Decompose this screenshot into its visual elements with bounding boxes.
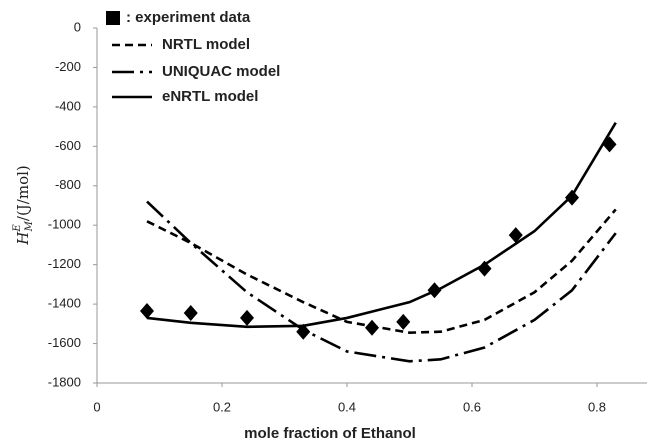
y-tick-label: -1800 [48, 374, 81, 389]
model-line [146, 121, 617, 329]
data-point [183, 304, 198, 321]
data-point [477, 260, 492, 277]
data-point [140, 303, 154, 320]
data-point [396, 313, 411, 330]
model-line [146, 208, 617, 335]
data-point [508, 227, 523, 244]
y-tick-label: -1400 [48, 296, 81, 311]
legend-label: NRTL model [162, 36, 250, 53]
x-axis-title: mole fraction of Ethanol [244, 425, 416, 442]
legend-label: : experiment data [126, 9, 251, 26]
x-tick-label: 0.4 [338, 399, 356, 414]
y-tick-label: -1200 [48, 256, 81, 271]
y-tick-label: -600 [55, 138, 81, 153]
x-tick-label: 0 [93, 399, 100, 414]
y-tick-label: -1000 [48, 217, 81, 232]
y-axis-title: HEM/(J/mol) [12, 165, 35, 246]
data-point [240, 309, 254, 326]
model-line [146, 200, 617, 363]
y-tick-label: -400 [55, 98, 81, 113]
x-tick-label: 0.8 [588, 399, 606, 414]
y-tick-label: -800 [55, 177, 81, 192]
y-unit: /(J/mol) [14, 165, 32, 221]
x-tick-label: 0.2 [213, 399, 231, 414]
x-tick-label: 0.6 [463, 399, 481, 414]
legend-label: eNRTL model [162, 88, 258, 105]
legend-marker [106, 11, 120, 25]
data-point [365, 319, 379, 336]
y-symbol: H [14, 231, 32, 246]
data-point [565, 189, 579, 206]
y-tick-label: -1600 [48, 335, 81, 350]
y-tick-label: 0 [74, 19, 81, 34]
y-sup: E [12, 224, 23, 233]
y-tick-label: -200 [55, 59, 81, 74]
y-sub: M [24, 220, 35, 232]
legend-label: UNIQUAC model [162, 63, 280, 80]
